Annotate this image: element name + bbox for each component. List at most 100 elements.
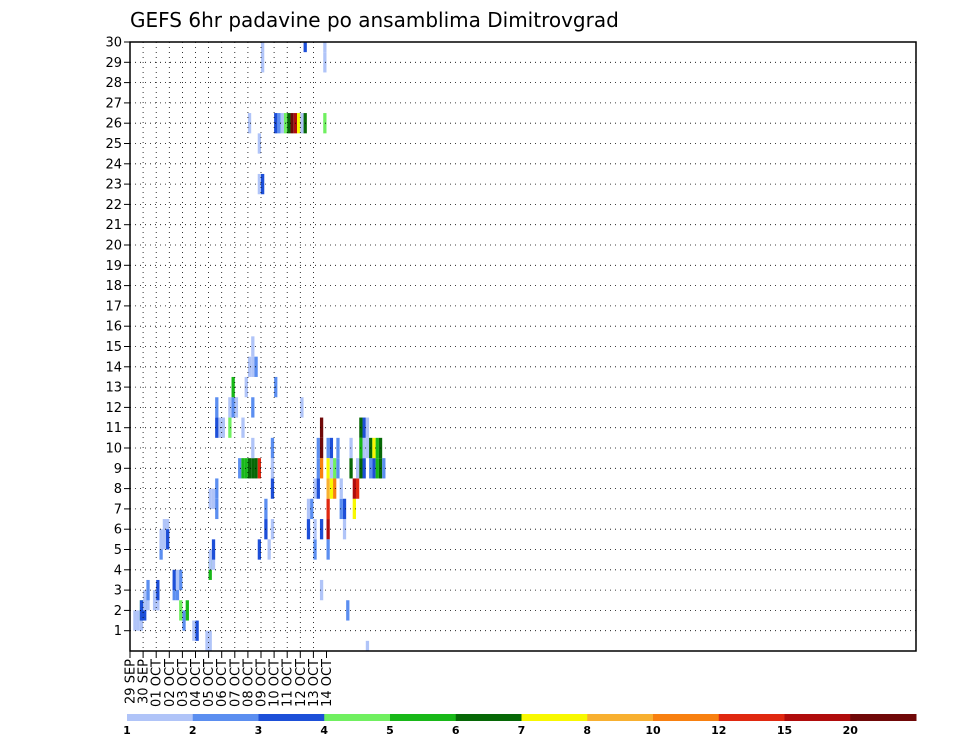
colorbar-label: 8	[583, 724, 591, 737]
heatmap-cell	[303, 42, 307, 53]
colorbar-swatch	[587, 714, 654, 721]
heatmap-cell	[329, 437, 334, 459]
heatmap-cell	[215, 498, 219, 520]
heatmap-cell	[326, 539, 330, 560]
heatmap-cell	[208, 488, 212, 509]
heatmap-cell	[139, 610, 144, 631]
heatmap-cell	[349, 458, 353, 479]
heatmap-cell	[257, 133, 261, 154]
colorbar-swatch	[718, 714, 785, 721]
heatmap-cell	[182, 610, 186, 631]
heatmap-cell	[221, 417, 225, 438]
heatmap-cell	[310, 498, 314, 520]
colorbar-label: 20	[843, 724, 859, 737]
heatmap-cell	[146, 579, 150, 601]
colorbar: 1 2 3 4 5 6 7 8 10 12 15 20	[123, 714, 917, 737]
heatmap-cell	[365, 417, 370, 438]
heatmap-cell	[247, 458, 252, 479]
heatmap-cell	[346, 600, 350, 621]
heatmap-cell	[211, 549, 216, 570]
heatmap-cell	[339, 478, 343, 499]
heatmap-cell	[290, 113, 294, 134]
x-tick-label: 11 OCT	[281, 659, 296, 707]
heatmap-cell	[162, 519, 167, 540]
chart-title: GEFS 6hr padavine po ansamblima Dimitrov…	[130, 8, 619, 32]
heatmap-cell	[241, 417, 245, 438]
heatmap-cell	[329, 478, 334, 499]
colorbar-swatch	[127, 714, 194, 721]
heatmap-cell	[300, 113, 304, 134]
colorbar-label: 15	[777, 724, 792, 737]
heatmap-cell	[234, 397, 239, 418]
heatmap-cell	[362, 437, 366, 459]
y-tick-label: 22	[105, 198, 122, 213]
heatmap-cell	[336, 458, 340, 479]
colorbar-label: 12	[711, 724, 726, 737]
heatmap-cell	[261, 173, 265, 195]
y-tick-label: 12	[105, 401, 122, 416]
y-tick-label: 2	[114, 604, 122, 619]
x-tick-label: 13 OCT	[307, 659, 322, 707]
y-tick-label: 13	[105, 381, 122, 396]
heatmap-cell	[300, 397, 304, 418]
colorbar-swatch	[850, 714, 917, 721]
colorbar-swatch	[258, 714, 325, 721]
y-tick-label: 5	[114, 543, 122, 558]
heatmap-cell	[152, 590, 157, 611]
heatmap-cell	[333, 478, 337, 499]
y-axis: 1234567891011121314151617181920212223242…	[105, 36, 130, 639]
y-tick-label: 26	[105, 117, 122, 132]
y-tick-label: 9	[114, 462, 122, 477]
y-tick-label: 3	[114, 584, 122, 599]
heatmap-cell	[175, 569, 180, 591]
heatmap-cell	[205, 630, 209, 651]
colorbar-swatch	[324, 714, 391, 721]
y-tick-label: 17	[105, 299, 122, 314]
heatmap-cell	[372, 437, 376, 459]
heatmap-cell	[208, 549, 212, 570]
y-tick-label: 7	[114, 502, 122, 517]
x-tick-label: 02 OCT	[163, 659, 178, 707]
x-tick-label: 05 OCT	[202, 659, 217, 707]
y-tick-label: 30	[105, 36, 122, 51]
heatmap-cell	[339, 498, 343, 520]
heatmap-cell	[365, 640, 370, 651]
heatmap-cell	[257, 173, 261, 195]
heatmap-cell	[156, 579, 160, 601]
colorbar-swatch	[455, 714, 522, 721]
colorbar-swatch	[390, 714, 457, 721]
heatmap-cell	[192, 620, 196, 641]
y-tick-label: 1	[114, 624, 122, 639]
y-tick-label: 24	[105, 157, 122, 172]
heatmap-cell	[326, 437, 330, 459]
heatmap-cell	[372, 458, 376, 479]
colorbar-label: 6	[452, 724, 460, 737]
heatmap-cell	[215, 397, 219, 418]
heatmap-cell	[382, 458, 386, 479]
y-tick-label: 4	[114, 563, 122, 578]
y-tick-label: 19	[105, 259, 122, 274]
heatmap-cell	[362, 458, 366, 479]
heatmap-cell	[326, 478, 330, 499]
y-tick-label: 25	[105, 137, 122, 152]
heatmap-cell	[251, 437, 255, 459]
heatmap-cell	[231, 376, 235, 398]
heatmap-cell	[319, 579, 324, 601]
x-tick-label: 14 OCT	[320, 659, 335, 707]
y-tick-label: 8	[114, 482, 122, 497]
heatmap-cell	[247, 113, 252, 134]
heatmap-cell	[342, 519, 347, 540]
heatmap-cell	[329, 458, 334, 479]
y-tick-label: 21	[105, 218, 122, 233]
heatmap-cell	[316, 437, 320, 459]
y-tick-label: 14	[105, 360, 122, 375]
heatmap-cell	[257, 539, 261, 560]
heatmap-cell	[355, 458, 360, 479]
heatmap-cell	[251, 336, 255, 357]
heatmap-cell	[254, 356, 258, 377]
heatmap-cell	[251, 458, 255, 479]
y-tick-label: 16	[105, 320, 122, 335]
heatmap-cell	[362, 417, 366, 438]
heatmap-cell	[254, 458, 258, 479]
